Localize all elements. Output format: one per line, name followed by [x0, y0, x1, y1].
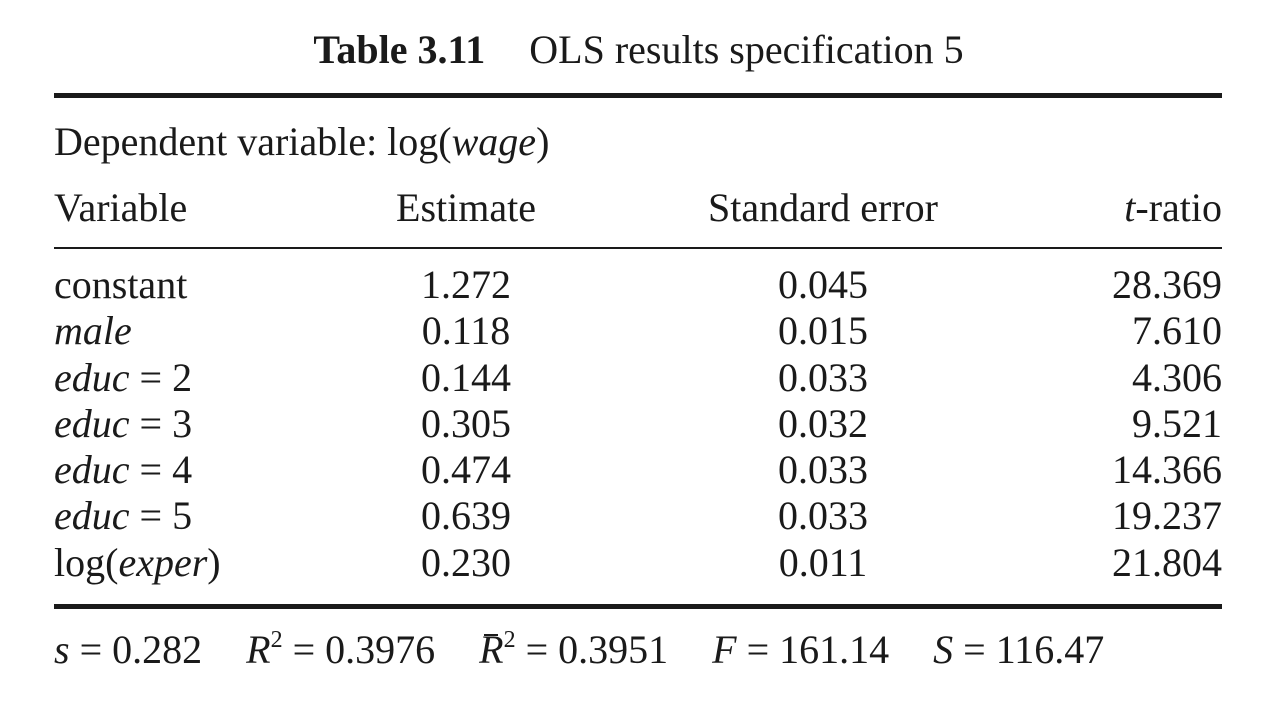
- dependent-variable-line: Dependent variable: log(wage): [54, 118, 549, 166]
- stat-r2-adj-symbol: R: [479, 627, 504, 672]
- estimate-value: 0.230: [421, 539, 511, 585]
- row-t-ratio: 21.804: [1112, 539, 1222, 585]
- row-variable: log(exper): [54, 540, 221, 586]
- se-value: 0.033: [778, 493, 868, 539]
- row-t-ratio: 9.521: [1132, 400, 1222, 446]
- estimate-value: 0.474: [421, 447, 511, 493]
- table-row: educ = 4 0.474 0.033 14.366: [54, 447, 1222, 493]
- dependent-prefix: Dependent variable: log(: [54, 119, 452, 164]
- column-header-row: Variable Estimate Standard error t-ratio: [54, 184, 1222, 232]
- var-post: = 5: [129, 493, 193, 539]
- row-t-ratio: 4.306: [1132, 354, 1222, 400]
- stat-r2: R2 = 0.3976: [246, 626, 435, 674]
- var-name: educ: [54, 400, 130, 446]
- header-estimate-label: Estimate: [396, 185, 536, 230]
- stat-r2-value: = 0.3976: [282, 627, 436, 672]
- bottom-rule: [54, 604, 1222, 609]
- stat-f-symbol: F: [712, 627, 737, 672]
- table-body: constant 1.272 0.045 28.369 male 0.118 0…: [54, 262, 1222, 586]
- table-row: educ = 5 0.639 0.033 19.237: [54, 493, 1222, 539]
- var-name: educ: [54, 493, 130, 539]
- row-variable: educ = 2: [54, 355, 192, 401]
- stat-r2-adjusted: R2 = 0.3951: [479, 626, 668, 674]
- stat-ssr: S = 116.47: [933, 626, 1104, 674]
- header-t-symbol: t: [1124, 185, 1136, 230]
- stat-s-symbol: s: [54, 627, 70, 672]
- top-rule: [54, 93, 1222, 98]
- stat-f: F = 161.14: [712, 626, 889, 674]
- var-post: ): [207, 539, 221, 585]
- table-caption: OLS results specification 5: [529, 27, 964, 72]
- var-post: constant: [54, 262, 188, 307]
- estimate-value: 0.144: [421, 354, 511, 400]
- var-post: = 4: [129, 447, 193, 493]
- se-value: 0.015: [778, 308, 868, 354]
- estimate-value: 0.118: [421, 308, 511, 354]
- table-row: constant 1.272 0.045 28.369: [54, 262, 1222, 308]
- se-value: 0.033: [778, 447, 868, 493]
- row-variable: male: [54, 308, 132, 354]
- estimate-value: 0.305: [421, 400, 511, 446]
- stat-r2-adj-sup: 2: [503, 626, 516, 653]
- header-t-ratio: t-ratio: [1124, 184, 1222, 232]
- stat-r2-adj-value: = 0.3951: [515, 627, 669, 672]
- header-t-suffix: -ratio: [1135, 185, 1222, 230]
- row-variable: constant: [54, 262, 187, 308]
- var-post: = 3: [129, 400, 193, 446]
- var-post: = 2: [129, 354, 193, 400]
- estimate-value: 1.272: [421, 262, 511, 307]
- stat-f-value: = 161.14: [736, 627, 890, 672]
- table-row: log(exper) 0.230 0.011 21.804: [54, 540, 1222, 586]
- stat-r2-sup: 2: [270, 626, 283, 653]
- dependent-suffix: ): [536, 119, 550, 164]
- var-name: educ: [54, 354, 130, 400]
- table-title: Table 3.11 OLS results specification 5: [0, 24, 1277, 76]
- row-t-ratio: 19.237: [1112, 493, 1222, 539]
- header-rule: [54, 247, 1222, 249]
- row-t-ratio: 28.369: [1112, 262, 1222, 307]
- row-variable: educ = 4: [54, 447, 192, 493]
- row-t-ratio: 14.366: [1112, 447, 1222, 493]
- stat-r2-symbol: R: [246, 627, 271, 672]
- var-name: exper: [118, 539, 208, 585]
- var-pre: log(: [54, 539, 119, 585]
- se-value: 0.033: [778, 354, 868, 400]
- table-row: educ = 2 0.144 0.033 4.306: [54, 355, 1222, 401]
- table-row: educ = 3 0.305 0.032 9.521: [54, 401, 1222, 447]
- se-value: 0.032: [778, 400, 868, 446]
- summary-statistics: s = 0.282 R2 = 0.3976 R2 = 0.3951 F = 161.1…: [54, 626, 1148, 674]
- estimate-value: 0.639: [421, 493, 511, 539]
- stat-s-value: = 0.282: [69, 627, 203, 672]
- row-variable: educ = 5: [54, 493, 192, 539]
- var-name: educ: [54, 447, 130, 493]
- stat-ssr-value: = 116.47: [953, 627, 1105, 672]
- header-std-error-label: Standard error: [708, 185, 938, 230]
- stat-s: s = 0.282: [54, 626, 202, 674]
- header-variable: Variable: [54, 185, 188, 230]
- row-t-ratio: 7.610: [1132, 308, 1222, 354]
- dependent-var: wage: [451, 119, 537, 164]
- stat-ssr-symbol: S: [933, 627, 954, 672]
- table-number: Table 3.11: [313, 27, 486, 72]
- se-value: 0.045: [778, 262, 868, 307]
- row-variable: educ = 3: [54, 401, 192, 447]
- var-name: male: [54, 308, 132, 354]
- table-row: male 0.118 0.015 7.610: [54, 308, 1222, 354]
- se-value: 0.011: [778, 539, 868, 585]
